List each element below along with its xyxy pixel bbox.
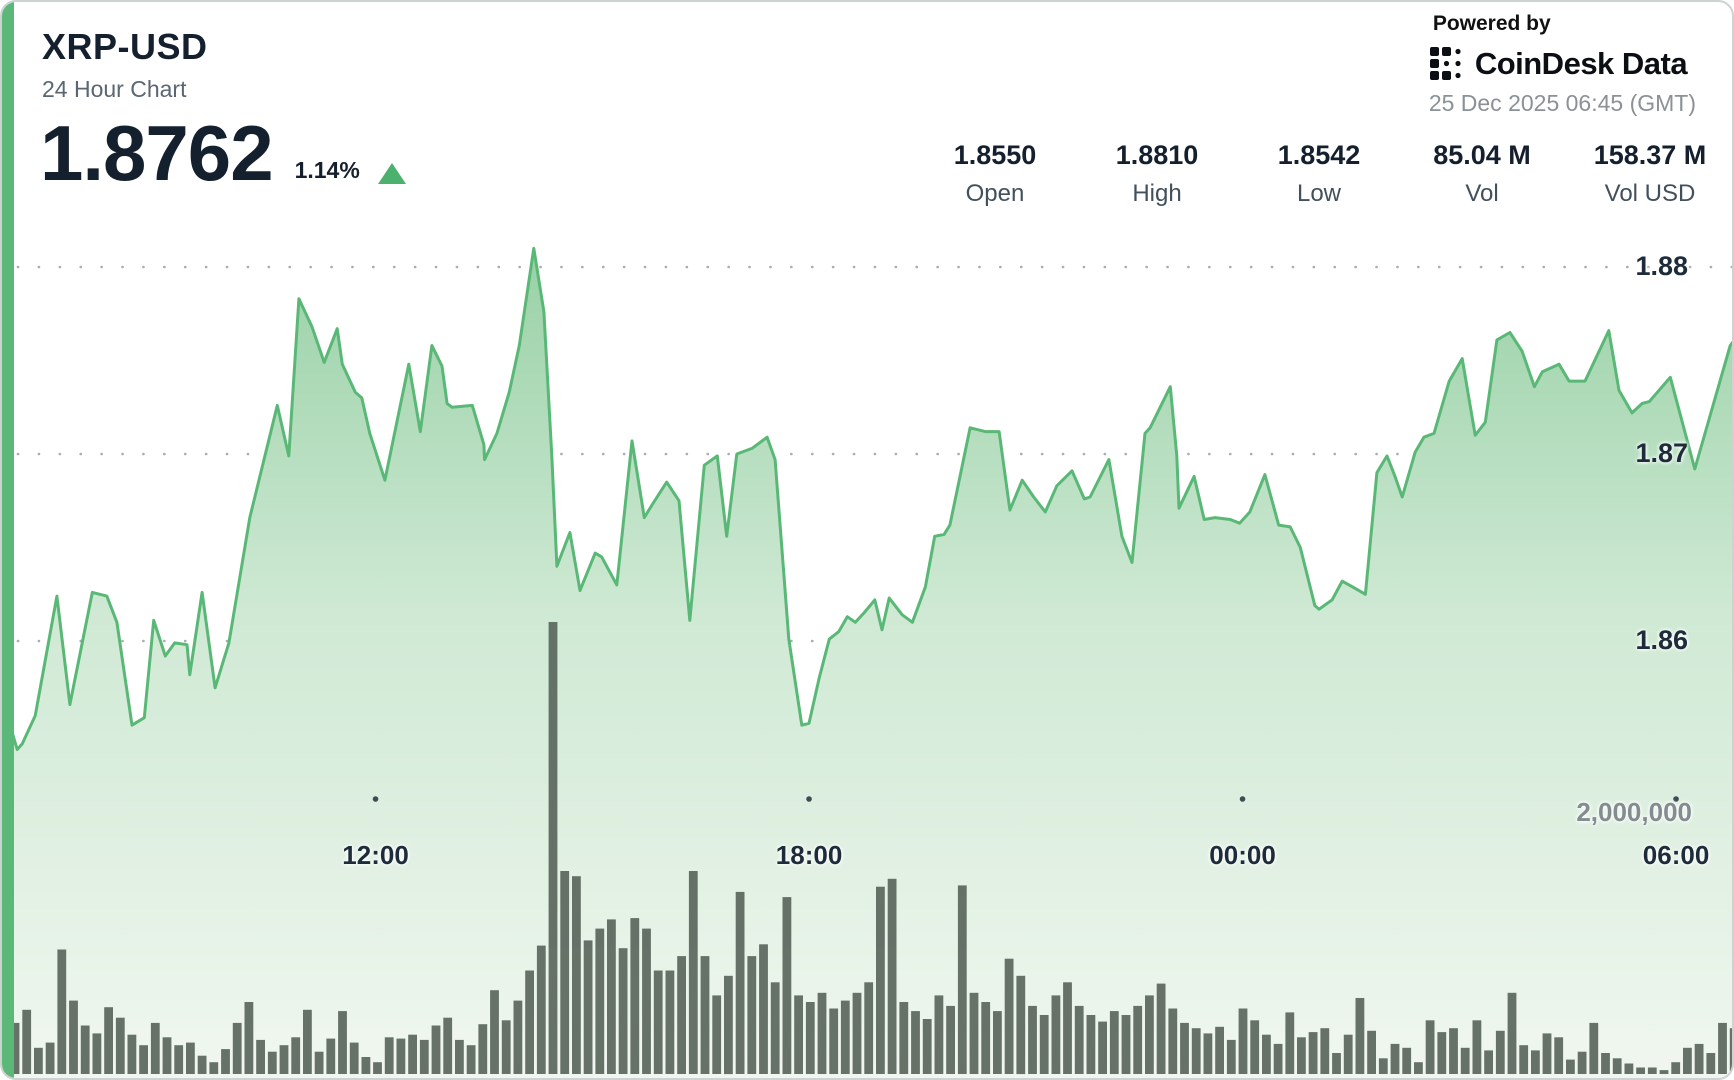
- x-axis-time-label: 00:00: [1209, 840, 1276, 870]
- timestamp: 25 Dec 2025 06:45 (GMT): [1428, 90, 1696, 116]
- stat-vol-usd: 158.37 M Vol USD: [1593, 140, 1707, 207]
- x-axis-time-label: 06:00: [1642, 840, 1710, 870]
- coindesk-logo-icon: [1429, 47, 1461, 80]
- change-percent: 1.14%: [294, 157, 360, 183]
- up-arrow-icon: [377, 163, 406, 184]
- accent-bar: [2, 2, 14, 1078]
- coindesk-logo-text: CoinDesk Data: [1474, 46, 1688, 81]
- stat-open: 1.8550 Open: [953, 140, 1037, 207]
- chart-subtitle: 24 Hour Chart: [42, 76, 187, 102]
- last-price: 1.8762: [40, 109, 274, 197]
- y-axis-price-label: 1.86: [1635, 625, 1688, 655]
- x-axis-time-label: 12:00: [342, 840, 409, 870]
- chart-header: XRP-USD 24 Hour Chart: [42, 26, 208, 103]
- stat-high: 1.8810 High: [1115, 140, 1199, 207]
- y-axis-price-label: 1.88: [1635, 251, 1688, 281]
- provider-block: Powered by CoinDesk Data 25 Dec 2025 06:…: [1429, 12, 1696, 117]
- price-row: 1.8762 1.14%: [40, 114, 406, 192]
- y-axis-volume-label: 2,000,000: [1576, 797, 1692, 827]
- y-axis-price-label: 1.87: [1635, 438, 1688, 468]
- stat-low: 1.8542 Low: [1277, 140, 1361, 207]
- powered-by-label: Powered by: [1432, 12, 1551, 35]
- x-axis-time-label: 18:00: [775, 840, 843, 870]
- symbol-title: XRP-USD: [42, 26, 208, 67]
- stat-vol: 85.04 M Vol: [1433, 140, 1531, 207]
- coindesk-logo[interactable]: CoinDesk Data: [1429, 46, 1696, 82]
